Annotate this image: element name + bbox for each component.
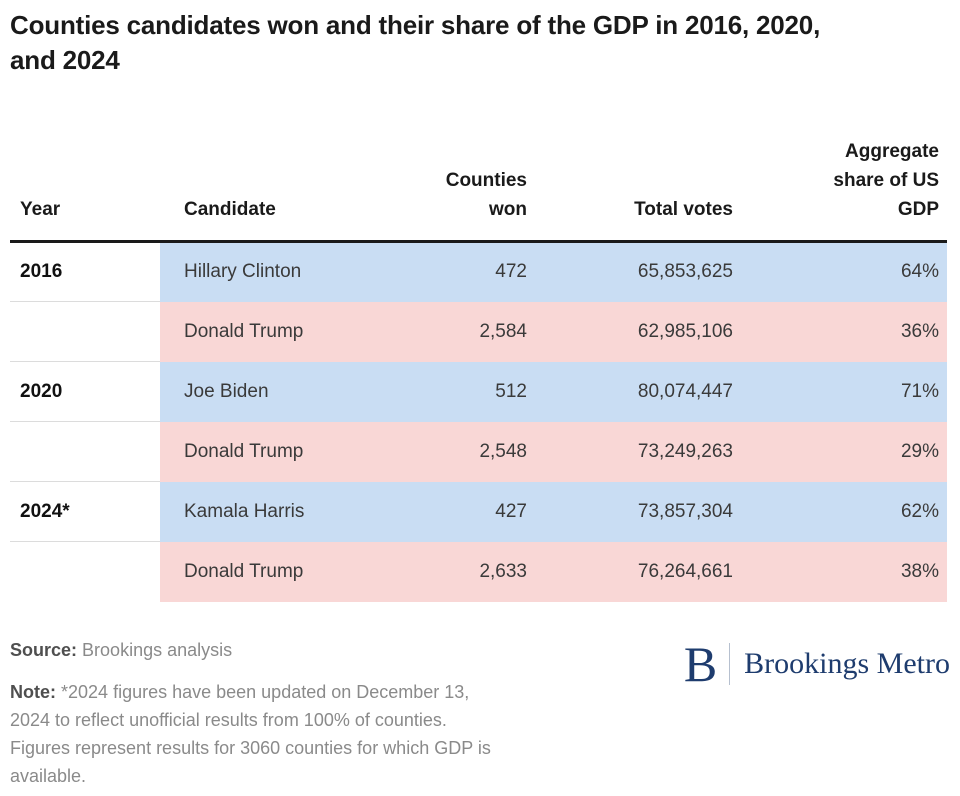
table-header: Year Candidate Counties won Total votes … xyxy=(10,137,947,243)
gdp-share-table: Year Candidate Counties won Total votes … xyxy=(10,137,947,602)
column-header-year: Year xyxy=(10,137,160,243)
gdp-share-cell: 71% xyxy=(741,361,947,422)
candidate-cell: Donald Trump xyxy=(160,421,395,482)
table-row: Donald Trump 2,633 76,264,661 38% xyxy=(10,541,947,602)
logo-wordmark: Brookings Metro xyxy=(744,646,950,680)
source-label: Source: xyxy=(10,639,78,660)
candidate-cell: Joe Biden xyxy=(160,361,395,422)
year-cell xyxy=(10,421,160,482)
note-line: Note: *2024 figures have been updated on… xyxy=(10,678,491,790)
table-row: 2016 Hillary Clinton 472 65,853,625 64% xyxy=(10,241,947,302)
total-votes-cell: 73,249,263 xyxy=(535,421,741,482)
counties-won-cell: 472 xyxy=(395,241,535,302)
candidate-cell: Hillary Clinton xyxy=(160,241,395,302)
counties-won-cell: 512 xyxy=(395,361,535,422)
table-row: Donald Trump 2,584 62,985,106 36% xyxy=(10,301,947,362)
table-row: 2024* Kamala Harris 427 73,857,304 62% xyxy=(10,481,947,542)
table-header-row: Year Candidate Counties won Total votes … xyxy=(10,137,947,243)
page-title: Counties candidates won and their share … xyxy=(10,10,821,75)
total-votes-cell: 65,853,625 xyxy=(535,241,741,302)
counties-won-cell: 2,548 xyxy=(395,421,535,482)
candidate-cell: Kamala Harris xyxy=(160,481,395,542)
footer: Source: Brookings analysis Note: *2024 f… xyxy=(10,636,950,790)
total-votes-cell: 62,985,106 xyxy=(535,301,741,362)
gdp-share-cell: 62% xyxy=(741,481,947,542)
year-cell xyxy=(10,301,160,362)
footer-text-block: Source: Brookings analysis Note: *2024 f… xyxy=(10,636,491,790)
year-cell: 2020 xyxy=(10,361,160,422)
table-row: 2020 Joe Biden 512 80,074,447 71% xyxy=(10,361,947,422)
counties-won-cell: 2,584 xyxy=(395,301,535,362)
column-header-counties-won: Counties won xyxy=(395,137,535,243)
brookings-metro-logo: B Brookings Metro xyxy=(683,635,950,692)
note-label: Note: xyxy=(10,681,56,702)
source-text: Brookings analysis xyxy=(82,639,233,660)
counties-won-cell: 427 xyxy=(395,481,535,542)
total-votes-cell: 80,074,447 xyxy=(535,361,741,422)
table-row: Donald Trump 2,548 73,249,263 29% xyxy=(10,421,947,482)
gdp-share-cell: 36% xyxy=(741,301,947,362)
column-header-gdp-share: Aggregate share of US GDP xyxy=(741,137,947,243)
candidate-cell: Donald Trump xyxy=(160,541,395,602)
note-text: *2024 figures have been updated on Decem… xyxy=(10,681,491,786)
logo-divider xyxy=(729,642,731,685)
total-votes-cell: 76,264,661 xyxy=(535,541,741,602)
year-cell xyxy=(10,541,160,602)
brookings-b-logo-icon: B xyxy=(683,635,718,692)
year-cell: 2024* xyxy=(10,481,160,542)
column-header-total-votes: Total votes xyxy=(535,137,741,243)
gdp-share-cell: 64% xyxy=(741,241,947,302)
source-line: Source: Brookings analysis xyxy=(10,636,491,664)
gdp-share-cell: 29% xyxy=(741,421,947,482)
table-body: 2016 Hillary Clinton 472 65,853,625 64% … xyxy=(10,241,947,602)
gdp-share-cell: 38% xyxy=(741,541,947,602)
year-cell: 2016 xyxy=(10,241,160,302)
total-votes-cell: 73,857,304 xyxy=(535,481,741,542)
candidate-cell: Donald Trump xyxy=(160,301,395,362)
column-header-candidate: Candidate xyxy=(160,137,395,243)
counties-won-cell: 2,633 xyxy=(395,541,535,602)
